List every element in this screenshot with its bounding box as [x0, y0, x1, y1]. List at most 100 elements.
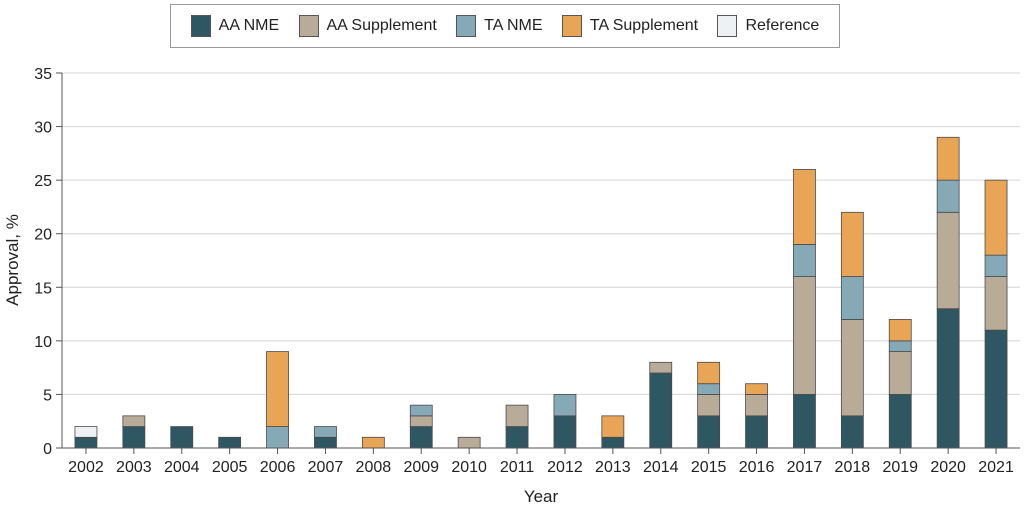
bar-segment-aa-supplement	[649, 361, 673, 374]
bar-segment-aa-supplement	[409, 415, 433, 427]
bar-segment-ta-supplement	[793, 169, 816, 245]
legend-swatch-ta-supplement	[561, 15, 582, 37]
x-tick-label: 2006	[260, 459, 296, 476]
x-tick-label: 2016	[739, 459, 775, 476]
legend-swatch-aa-nme	[190, 15, 211, 37]
y-axis-label: Approval, %	[3, 214, 22, 306]
bar-segment-aa-supplement	[936, 211, 960, 310]
y-tick-label: 20	[34, 227, 52, 244]
bar-segment-aa-nme	[793, 394, 816, 449]
y-tick-label: 10	[34, 334, 52, 351]
legend-label-aa-nme: AA NME	[218, 17, 280, 34]
x-tick-label: 2003	[116, 459, 152, 476]
bar-segment-ta-nme	[984, 254, 1008, 277]
legend-item-aa-supplement: AA Supplement	[298, 15, 437, 37]
legend-swatch-reference	[717, 15, 738, 37]
bar-segment-aa-supplement	[697, 394, 721, 417]
bar-segment-ta-supplement	[936, 136, 960, 181]
bar-segment-ta-nme	[840, 276, 864, 320]
bar-segment-aa-nme	[601, 436, 625, 449]
x-tick-label: 2004	[164, 459, 200, 476]
y-tick-label: 5	[43, 387, 52, 404]
bar-segment-ta-nme	[314, 426, 337, 438]
legend-label-ta-supplement: TA Supplement	[589, 17, 699, 34]
y-tick-label: 35	[34, 66, 52, 83]
legend-label-aa-supplement: AA Supplement	[326, 17, 437, 34]
x-tick-label: 2007	[308, 459, 344, 476]
y-tick-label: 15	[34, 280, 52, 297]
bar-segment-ta-nme	[936, 179, 960, 213]
bar-segment-aa-nme	[74, 436, 98, 449]
bar-segment-aa-nme	[409, 426, 433, 449]
bar-segment-ta-nme	[888, 340, 912, 352]
bar-segment-ta-supplement	[361, 436, 385, 449]
y-tick-label: 25	[34, 173, 52, 190]
y-tick-label: 0	[43, 441, 52, 458]
bar-segment-aa-nme	[218, 436, 242, 449]
bar-segment-aa-nme	[936, 308, 960, 449]
bar-segment-aa-supplement	[505, 404, 529, 427]
x-tick-label: 2021	[978, 459, 1014, 476]
x-tick-label: 2009	[403, 459, 439, 476]
bar-segment-ta-supplement	[601, 415, 625, 438]
bar-segment-aa-supplement	[457, 436, 481, 449]
bar-segment-aa-supplement	[984, 276, 1008, 331]
bar-segment-aa-supplement	[745, 394, 768, 417]
x-tick-label: 2020	[930, 459, 966, 476]
bar-segment-aa-supplement	[793, 276, 816, 395]
bar-segment-aa-nme	[505, 426, 529, 449]
x-tick-label: 2002	[68, 459, 104, 476]
bar-segment-aa-nme	[122, 426, 146, 449]
x-tick-label: 2015	[691, 459, 727, 476]
x-tick-label: 2019	[882, 459, 918, 476]
bar-segment-ta-nme	[793, 244, 816, 277]
x-tick-label: 2014	[643, 459, 679, 476]
x-tick-label: 2013	[595, 459, 631, 476]
bar-segment-aa-nme	[745, 415, 768, 449]
bar-segment-ta-supplement	[745, 383, 768, 395]
legend-label-ta-nme: TA NME	[484, 17, 543, 34]
legend-item-reference: Reference	[717, 15, 819, 37]
x-tick-label: 2012	[547, 459, 583, 476]
legend-label-reference: Reference	[745, 17, 820, 34]
bar-segment-ta-supplement	[697, 361, 721, 385]
bar-segment-ta-supplement	[888, 319, 912, 342]
legend-item-ta-nme: TA NME	[456, 15, 543, 37]
legend-item-ta-supplement: TA Supplement	[561, 15, 699, 37]
bar-segment-ta-nme	[409, 404, 433, 417]
y-tick-label: 30	[34, 120, 52, 137]
x-tick-label: 2018	[835, 459, 871, 476]
legend-swatch-ta-nme	[456, 15, 477, 37]
bar-segment-aa-nme	[170, 426, 194, 449]
bar-segment-aa-nme	[649, 372, 673, 449]
bar-segment-aa-supplement	[888, 351, 912, 395]
bar-segment-aa-nme	[314, 436, 337, 449]
legend-swatch-aa-supplement	[298, 15, 319, 37]
bar-segment-aa-nme	[888, 394, 912, 449]
bars	[74, 136, 1008, 449]
bar-segment-ta-supplement	[984, 179, 1008, 256]
x-axis-label: Year	[524, 487, 559, 506]
axes: 0 5 10 15 20 25 30 35 2002 2003 2004 2005 2006 2007 20…	[34, 66, 1020, 476]
bar-segment-ta-nme	[266, 426, 289, 449]
x-tick-label: 2005	[212, 459, 248, 476]
bar-segment-ta-supplement	[840, 211, 864, 277]
x-tick-label: 2017	[787, 459, 823, 476]
bar-segment-reference	[74, 426, 98, 438]
bar-segment-aa-nme	[553, 415, 577, 449]
x-tick-label: 2011	[500, 459, 535, 476]
gridlines	[62, 72, 1020, 395]
legend-item-aa-nme: AA NME	[190, 15, 280, 37]
bar-segment-aa-supplement	[840, 319, 864, 417]
bar-segment-ta-nme	[697, 383, 721, 395]
legend: AA NME AA Supplement TA NME TA Supplemen…	[170, 4, 840, 48]
bar-segment-aa-nme	[697, 415, 721, 449]
bar-segment-aa-supplement	[122, 415, 146, 427]
bar-segment-ta-supplement	[266, 351, 289, 427]
x-tick-label: 2010	[451, 459, 487, 476]
bar-segment-aa-nme	[984, 329, 1008, 449]
x-tick-label: 2008	[356, 459, 392, 476]
bar-segment-ta-nme	[553, 394, 577, 417]
bar-segment-aa-nme	[840, 415, 864, 449]
